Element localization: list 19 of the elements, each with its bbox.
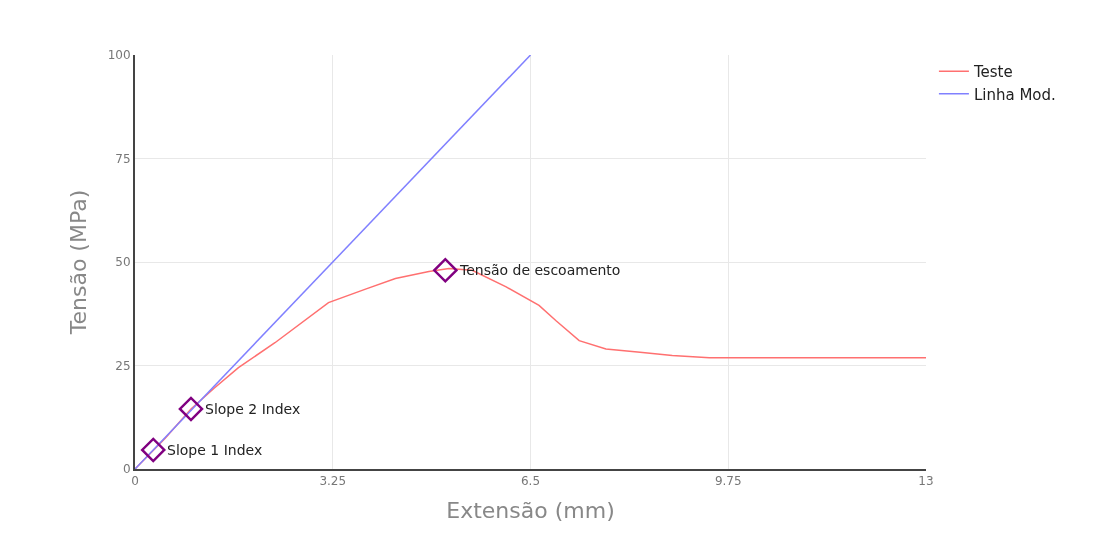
y-tick-label: 100 [107,48,131,63]
legend-label: Linha Mod. [973,85,1056,104]
y-tick-label: 25 [115,358,131,373]
point [140,437,166,463]
x-tick-label: 13 [918,474,934,489]
point [433,257,458,283]
y-tick-label: 0 [122,462,131,477]
x-tick-label: 9.75 [714,474,742,489]
legend-label: Teste [972,63,1013,82]
point [178,396,204,422]
annotation: Slope 1 Index [167,442,263,458]
annotation: Slope 2 Index [205,401,301,417]
annotation: Tensão de escoamento [459,262,621,278]
x-tick-label: 6.5 [520,474,541,489]
y-axis-title: Tensão (MPa) [65,189,91,336]
x-axis-title: Extensão (mm) [446,497,615,523]
y-tick-label: 50 [115,255,131,270]
x-tick-label: 3.25 [319,474,347,489]
y-tick-label: 75 [115,151,131,166]
